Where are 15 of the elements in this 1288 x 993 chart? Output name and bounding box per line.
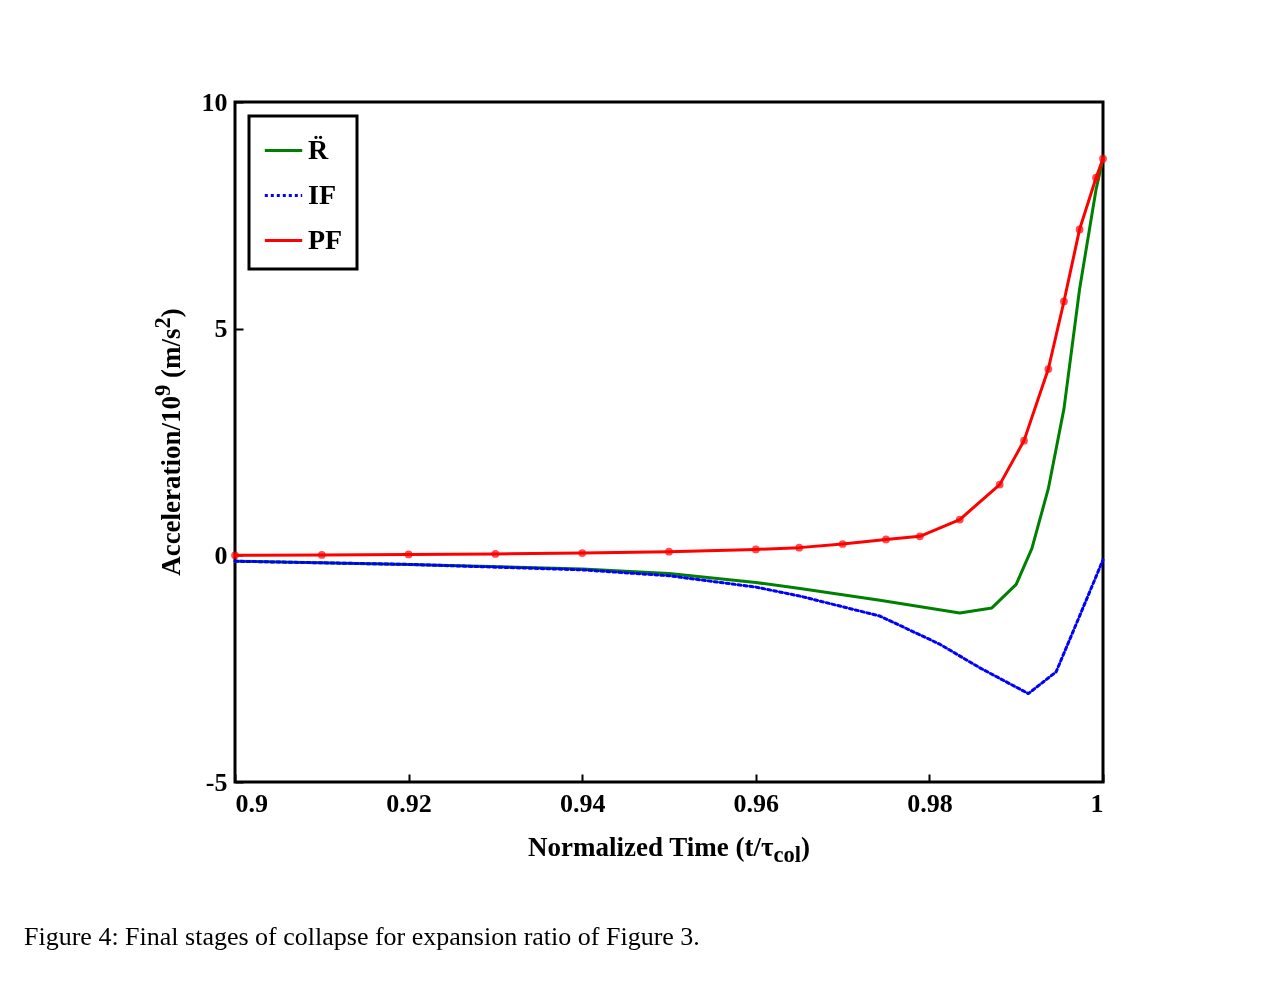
legend-label: R̈ bbox=[308, 133, 329, 165]
x-tick-label: 1 bbox=[1090, 788, 1104, 818]
x-tick-label: 0.92 bbox=[386, 788, 432, 818]
x-tick-label: 0.9 bbox=[235, 788, 268, 818]
y-tick-label: -5 bbox=[205, 767, 228, 797]
x-axis-title: Normalized Time (t/τ$_{col}$) bbox=[528, 831, 810, 869]
x-tick-label: 0.94 bbox=[559, 788, 606, 818]
y-tick-label: 10 bbox=[201, 87, 228, 117]
x-tick-label: 0.98 bbox=[907, 788, 953, 818]
y-tick-label: 0 bbox=[214, 540, 228, 570]
caption: Figure 4: Final stages of collapse for expansion ratio of Figure 3. bbox=[24, 922, 700, 952]
y-tick-label: 5 bbox=[214, 314, 228, 344]
x-tick-label: 0.96 bbox=[733, 788, 780, 818]
legend-label: PF bbox=[308, 223, 343, 255]
legend-label: IF bbox=[308, 178, 336, 210]
